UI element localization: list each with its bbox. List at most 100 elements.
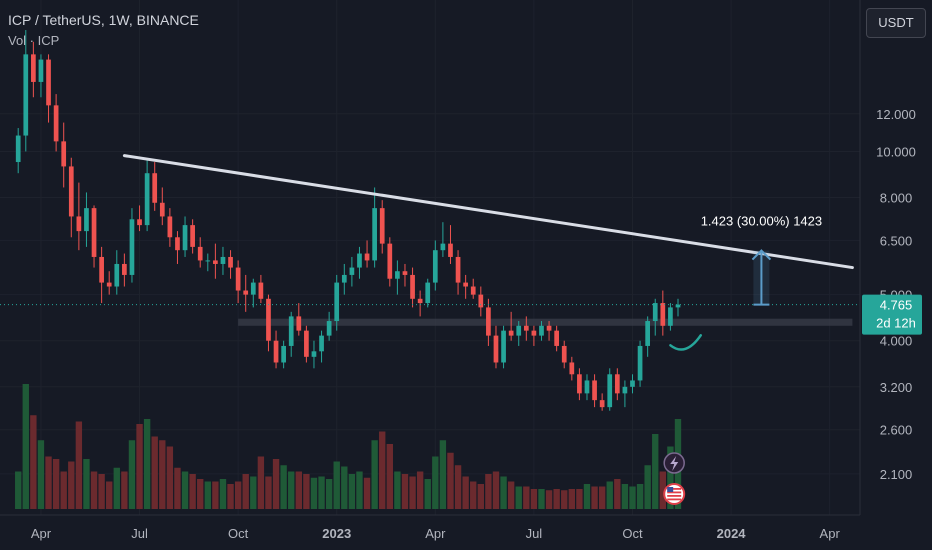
volume-bar xyxy=(37,440,45,509)
volume-bar xyxy=(507,481,515,509)
volume-bar xyxy=(265,476,272,509)
candle-body xyxy=(106,282,112,287)
candle-body xyxy=(311,351,317,357)
candle-body xyxy=(569,362,575,375)
candle-body xyxy=(38,59,44,82)
candle-body xyxy=(84,208,89,232)
candle-body xyxy=(372,208,377,261)
volume-bar xyxy=(52,459,60,509)
volume-bar xyxy=(136,424,143,509)
volume-bar xyxy=(447,452,454,509)
candle-body xyxy=(53,105,59,142)
chart-legend: ICP / TetherUS, 1W, BINANCE Vol · ICP xyxy=(8,12,199,48)
volume-bar xyxy=(553,489,560,509)
volume-layer xyxy=(15,384,682,509)
y-tick-label: 2.100 xyxy=(880,467,913,482)
y-tick-label: 8.000 xyxy=(880,191,913,206)
volume-bar xyxy=(75,421,83,509)
volume-bar xyxy=(606,481,613,509)
volume-bar xyxy=(159,440,166,509)
curve-annotation xyxy=(669,334,702,351)
volume-bar xyxy=(288,471,295,509)
volume-bar xyxy=(250,476,257,509)
x-tick-label: 2023 xyxy=(322,526,351,541)
candle-body xyxy=(395,271,400,279)
volume-bar xyxy=(454,465,462,509)
candle-body xyxy=(523,325,529,331)
candle-body xyxy=(432,250,438,283)
candle-body xyxy=(417,298,423,304)
volume-bar xyxy=(485,474,492,509)
us-flag-icon[interactable] xyxy=(663,483,686,505)
candle-body xyxy=(91,208,97,257)
candle-body xyxy=(470,286,476,295)
volume-bar xyxy=(219,479,227,509)
candle-body xyxy=(99,256,104,283)
volume-bar xyxy=(424,479,431,509)
volume-bar xyxy=(280,465,287,509)
volume-bar xyxy=(151,436,158,509)
price-badge xyxy=(862,294,922,335)
volume-bar xyxy=(272,459,280,509)
candle-body xyxy=(68,166,74,217)
x-tick-label: Jul xyxy=(526,526,543,541)
candle-body xyxy=(266,298,271,341)
volume-bar xyxy=(500,476,507,509)
candle-body xyxy=(197,246,203,261)
resistance-trendline xyxy=(122,154,854,270)
price-badge-value: 4.765 xyxy=(880,298,913,313)
candle-body xyxy=(425,282,431,304)
candle-body xyxy=(410,274,415,299)
candle-body xyxy=(561,345,567,363)
volume-bar xyxy=(318,476,325,509)
candle-body xyxy=(182,225,188,251)
volume-bar xyxy=(462,476,469,509)
volume-bar xyxy=(394,471,401,509)
candle-layer xyxy=(15,30,681,411)
candle-body xyxy=(175,237,180,251)
candle-body xyxy=(478,294,484,308)
candle-body xyxy=(402,271,408,275)
symbol-title[interactable]: ICP / TetherUS, 1W, BINANCE xyxy=(8,12,199,28)
y-tick-label: 4.000 xyxy=(880,334,913,349)
volume-bar xyxy=(401,474,409,509)
volume-bar xyxy=(348,474,356,509)
flag-stripe xyxy=(667,488,682,490)
volume-bar xyxy=(591,486,598,509)
candle-body xyxy=(296,316,302,331)
volume-bar xyxy=(90,471,98,509)
candle-body xyxy=(508,330,514,336)
candle-body xyxy=(205,260,211,262)
candle-body xyxy=(531,330,537,336)
y-tick-label: 12.000 xyxy=(876,107,916,122)
candle-body xyxy=(319,335,324,352)
x-tick-label: Oct xyxy=(622,526,643,541)
volume-bar xyxy=(470,481,477,509)
candle-body xyxy=(364,253,370,261)
volume-bar xyxy=(333,461,340,509)
volume-bar xyxy=(121,471,128,509)
volume-bar xyxy=(197,479,204,509)
x-tick-label: Apr xyxy=(31,526,52,541)
candle-body xyxy=(630,380,635,387)
volume-bar xyxy=(356,471,363,509)
volume-bar xyxy=(416,471,424,509)
currency-button[interactable]: USDT xyxy=(866,8,926,38)
volume-bar xyxy=(492,471,500,509)
support-zone xyxy=(238,318,853,326)
candle-body xyxy=(144,173,150,226)
candle-body xyxy=(668,307,673,326)
candle-body xyxy=(213,260,218,264)
volume-bar xyxy=(583,484,591,509)
candle-body xyxy=(455,256,461,283)
candle-body xyxy=(190,225,195,247)
volume-bar xyxy=(636,484,644,509)
lightning-icon[interactable] xyxy=(663,452,685,474)
candle-body xyxy=(584,380,590,394)
volume-label[interactable]: Vol · ICP xyxy=(8,33,60,48)
volume-bar xyxy=(371,440,378,509)
volume-bar xyxy=(629,486,636,509)
candle-body xyxy=(645,321,651,346)
candle-body xyxy=(137,219,142,226)
